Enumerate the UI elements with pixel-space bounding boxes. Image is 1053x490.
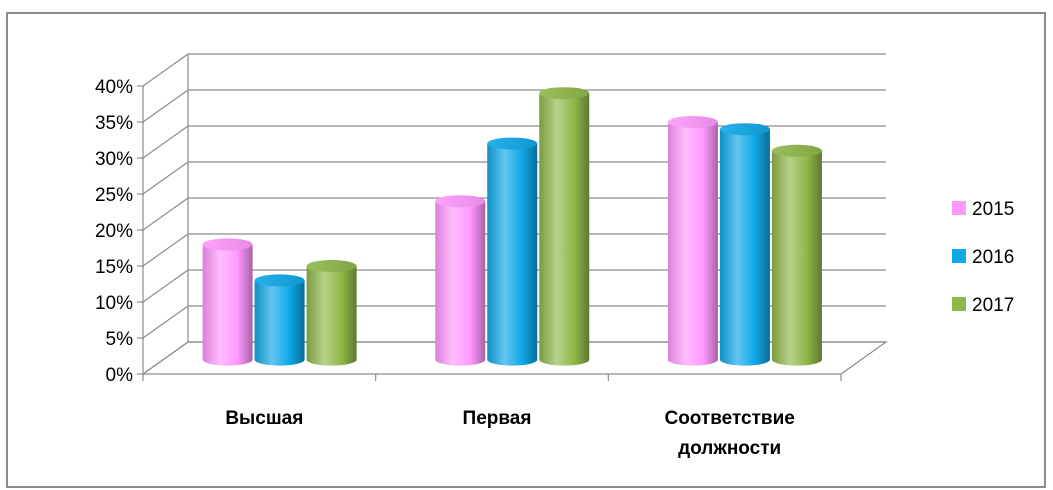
category-label: Первая xyxy=(463,408,532,429)
bar-2016 xyxy=(719,123,770,366)
legend-swatch-2017 xyxy=(952,297,966,311)
category-label: должности xyxy=(678,438,781,459)
y-tick-label: 10% xyxy=(95,293,133,314)
y-tick-label: 40% xyxy=(95,77,133,98)
gridline-diagonal xyxy=(142,305,189,339)
bars xyxy=(202,87,822,366)
bar-top xyxy=(202,238,253,251)
y-axis-ticks: 0% 5% 10% 15% 20% 25% 30% 35% 40% xyxy=(95,77,143,386)
bar-body xyxy=(539,93,590,366)
gridline-diagonal xyxy=(142,89,189,123)
bar-top xyxy=(539,87,590,100)
gridline-diagonal xyxy=(142,269,189,303)
bar-body xyxy=(202,244,253,366)
bar-2016 xyxy=(487,137,538,366)
gridline-diagonal xyxy=(142,53,189,87)
category-label: Соответствие xyxy=(664,408,794,429)
y-tick-label: 25% xyxy=(95,185,133,206)
bar-2017 xyxy=(771,144,822,366)
gridline-diagonal xyxy=(142,161,189,195)
bar-2015 xyxy=(202,238,253,366)
bar-body xyxy=(435,201,486,366)
legend-label-2017: 2017 xyxy=(972,295,1014,316)
gridline-diagonal xyxy=(142,341,189,375)
bar-body xyxy=(667,122,718,366)
bar-body xyxy=(719,129,770,366)
bar-2015 xyxy=(667,116,718,366)
legend-label-2015: 2015 xyxy=(972,199,1014,220)
bar-top xyxy=(306,260,357,272)
bar-body xyxy=(771,150,822,366)
x-axis xyxy=(142,374,842,381)
bar-top xyxy=(487,137,538,150)
bar-body xyxy=(254,280,305,366)
legend-swatch-2015 xyxy=(952,201,966,215)
y-tick-label: 0% xyxy=(106,365,134,386)
bar-top xyxy=(435,195,486,208)
y-tick-label: 5% xyxy=(106,329,134,350)
legend-label-2016: 2016 xyxy=(972,247,1014,268)
bar-2016 xyxy=(254,274,305,366)
bar-2017 xyxy=(306,260,357,366)
y-tick-label: 35% xyxy=(95,113,133,134)
y-tick-label: 20% xyxy=(95,221,133,242)
legend: 2015 2016 2017 xyxy=(952,199,1014,316)
bar-top xyxy=(667,116,718,128)
category-labels: Высшая Первая Соответствие должности xyxy=(225,408,795,459)
gridline-diagonal xyxy=(142,197,189,231)
bar-2017 xyxy=(539,87,590,366)
chart-frame: 0% 5% 10% 15% 20% 25% 30% 35% 40% Высшая Первая Со… xyxy=(6,12,1046,488)
bar-top xyxy=(771,144,822,157)
bar-2015 xyxy=(435,195,486,366)
bar-top xyxy=(254,274,305,287)
bar-top xyxy=(719,123,770,136)
category-label: Высшая xyxy=(225,408,303,429)
bar-chart: 0% 5% 10% 15% 20% 25% 30% 35% 40% Высшая Первая Со… xyxy=(95,53,1014,459)
gridline-diagonal xyxy=(142,125,189,159)
y-tick-label: 15% xyxy=(95,257,133,278)
bar-body xyxy=(487,143,538,366)
legend-swatch-2016 xyxy=(952,249,966,263)
gridline-diagonal xyxy=(142,233,189,267)
y-tick-label: 30% xyxy=(95,149,133,170)
bar-body xyxy=(306,266,357,366)
